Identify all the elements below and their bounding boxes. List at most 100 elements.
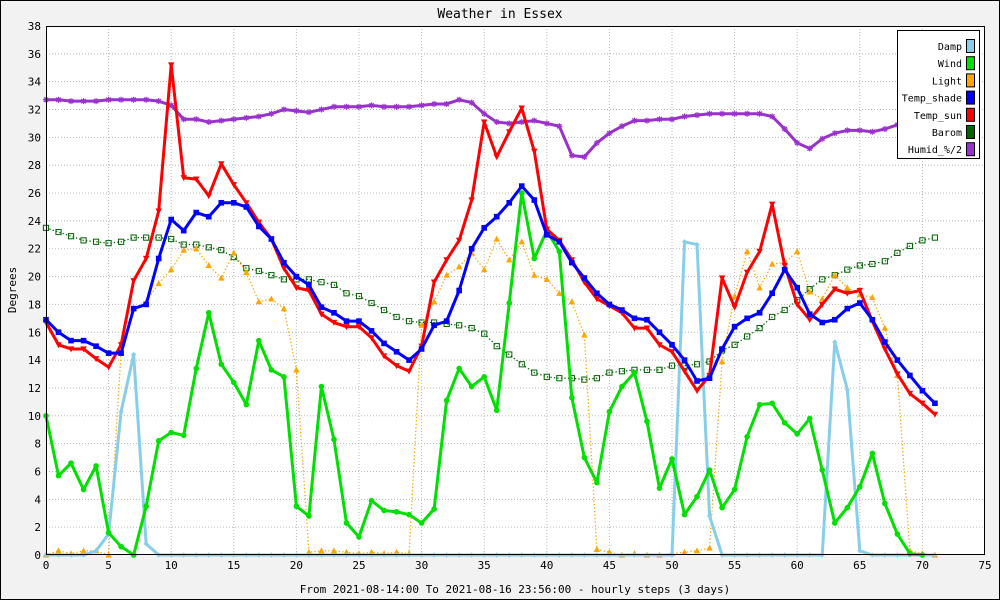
data-point-wind xyxy=(468,383,475,390)
data-point-humid-2 xyxy=(243,114,250,121)
data-point-barom xyxy=(656,366,663,373)
y-tick-label: 34 xyxy=(28,76,42,89)
data-point-temp-shade xyxy=(531,197,538,203)
data-point-temp-shade xyxy=(431,322,437,329)
data-point-temp-sun xyxy=(205,193,212,200)
data-point-temp-shade xyxy=(368,328,375,334)
plot-area xyxy=(46,26,985,555)
data-point-humid-2 xyxy=(318,106,325,113)
data-point-temp-sun xyxy=(743,269,751,276)
data-point-temp-shade xyxy=(118,350,124,356)
data-point-temp-shade xyxy=(544,232,550,238)
data-point-humid-2 xyxy=(468,99,475,106)
data-point-temp-shade xyxy=(343,318,350,324)
data-point-temp-sun xyxy=(280,265,288,272)
data-point-temp-shade xyxy=(781,266,788,273)
data-point-barom xyxy=(55,228,62,236)
data-point-barom xyxy=(531,369,538,376)
data-point-temp-shade xyxy=(256,223,262,230)
data-point-temp-shade xyxy=(381,340,387,347)
data-point-wind xyxy=(105,529,112,536)
data-point-temp-shade xyxy=(306,282,312,288)
data-point-temp-sun xyxy=(368,335,375,342)
data-point-humid-2 xyxy=(856,127,863,134)
data-point-light xyxy=(193,245,200,252)
data-point-temp-sun xyxy=(393,363,400,370)
data-point-barom xyxy=(731,341,738,348)
data-point-wind xyxy=(594,479,600,486)
data-point-humid-2 xyxy=(330,103,337,110)
data-point-barom xyxy=(556,375,563,382)
data-point-temp-sun xyxy=(844,290,851,297)
data-point-temp-sun xyxy=(92,356,100,363)
data-point-temp-shade xyxy=(731,323,738,330)
data-point-humid-2 xyxy=(694,112,701,119)
data-point-temp-shade xyxy=(869,316,876,323)
data-point-light xyxy=(593,546,601,553)
data-point-wind xyxy=(418,520,425,526)
data-point-light xyxy=(343,548,350,555)
data-point-light xyxy=(819,295,826,302)
data-point-light xyxy=(205,262,212,269)
data-point-light xyxy=(443,271,450,278)
data-point-temp-shade xyxy=(493,213,500,220)
data-point-humid-2 xyxy=(305,109,312,116)
data-point-wind xyxy=(581,454,588,461)
x-tick-label: 60 xyxy=(791,559,804,572)
data-point-damp xyxy=(706,513,713,519)
data-point-humid-2 xyxy=(155,98,162,105)
legend-swatch-temp-shade xyxy=(966,90,975,105)
data-point-humid-2 xyxy=(443,100,450,107)
data-point-temp-sun xyxy=(455,237,463,244)
data-point-wind xyxy=(844,504,851,511)
data-point-humid-2 xyxy=(543,120,550,127)
data-point-barom xyxy=(368,299,375,307)
data-point-wind xyxy=(168,429,174,436)
series-line-temp-shade xyxy=(44,184,936,405)
y-tick-label: 6 xyxy=(34,465,41,478)
data-point-wind xyxy=(631,369,638,376)
data-point-temp-sun xyxy=(405,368,413,375)
data-point-humid-2 xyxy=(756,110,763,117)
data-point-temp-shade xyxy=(393,348,400,355)
data-point-humid-2 xyxy=(80,98,87,105)
data-point-humid-2 xyxy=(218,117,225,124)
data-point-barom xyxy=(881,258,888,265)
data-point-barom xyxy=(856,262,863,269)
data-point-barom xyxy=(143,234,150,241)
data-point-temp-shade xyxy=(656,329,663,336)
data-point-wind xyxy=(256,337,262,344)
data-point-wind xyxy=(343,520,350,526)
data-point-temp-sun xyxy=(819,301,826,308)
data-point-humid-2 xyxy=(706,110,713,117)
data-point-wind xyxy=(531,255,538,262)
data-point-damp xyxy=(832,339,838,345)
x-tick-label: 40 xyxy=(540,559,553,572)
data-point-humid-2 xyxy=(230,116,237,123)
data-point-barom xyxy=(468,324,475,332)
data-point-temp-shade xyxy=(907,372,913,379)
x-tick-label: 70 xyxy=(916,559,929,572)
data-point-temp-shade xyxy=(719,346,725,352)
data-point-barom xyxy=(118,238,125,245)
data-point-light xyxy=(168,266,175,273)
data-point-damp xyxy=(118,409,124,415)
data-point-wind xyxy=(731,486,738,493)
data-point-humid-2 xyxy=(268,110,275,117)
data-point-wind xyxy=(118,543,124,550)
data-point-temp-shade xyxy=(193,209,200,216)
legend-label-light: Light xyxy=(932,76,962,87)
data-point-temp-shade xyxy=(68,337,74,344)
data-point-temp-sun xyxy=(380,353,388,360)
data-point-temp-sun xyxy=(293,285,300,292)
data-point-wind xyxy=(281,374,287,380)
data-point-wind xyxy=(55,472,62,479)
data-point-temp-shade xyxy=(318,304,325,311)
data-point-humid-2 xyxy=(631,117,638,124)
data-point-temp-shade xyxy=(80,337,87,344)
data-point-temp-sun xyxy=(130,278,137,285)
data-point-temp-shade xyxy=(243,204,250,210)
data-point-barom xyxy=(155,234,162,241)
data-point-humid-2 xyxy=(731,110,738,117)
data-point-temp-sun xyxy=(668,349,676,356)
